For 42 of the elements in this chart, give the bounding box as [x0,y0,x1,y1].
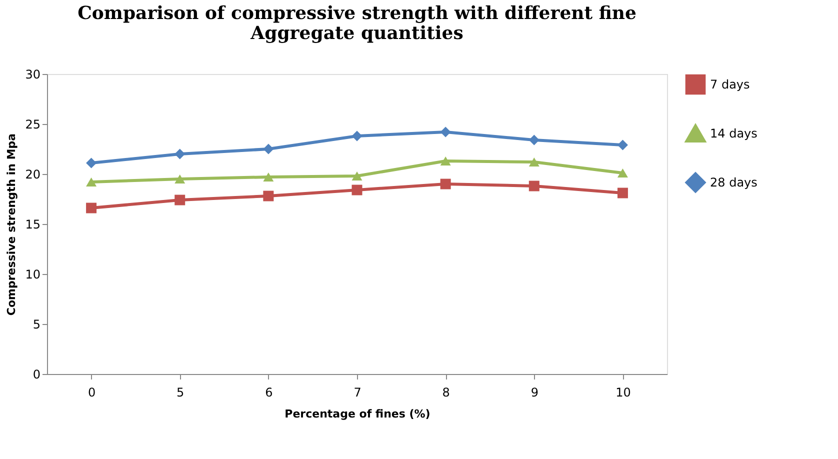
legend-label: 14 days [710,126,758,140]
point [528,180,540,192]
point [263,144,274,154]
point [352,130,362,142]
text: Aggregate quantities [250,23,464,44]
x-tick-label: 6 [265,386,273,400]
point [528,134,540,146]
point [617,188,628,198]
y-axis-title: Compressive strength in Mpa [5,133,18,316]
x-axis-title: Percentage of fines (%) [284,408,430,420]
point [617,168,628,178]
x-tick-label: 0 [88,386,96,400]
y-tick-label: 25 [25,118,40,132]
point [440,178,451,190]
point [86,202,97,214]
legend-label: 28 days [710,176,758,190]
y-tick-label: 10 [25,268,40,282]
y-tick-label: 20 [25,168,40,182]
y-tick-label: 0 [32,368,40,382]
point [263,172,274,182]
legend-label: 7 days [710,78,750,92]
point [440,156,451,166]
point [263,190,274,202]
point [174,148,186,160]
x-tick-label: 8 [442,386,450,400]
point [174,174,186,184]
y-tick-label: 30 [25,68,40,82]
point [528,157,540,167]
point [617,140,628,150]
point [174,194,186,206]
point [440,126,451,138]
point [352,184,362,196]
point [352,171,362,181]
point [86,177,97,187]
y-tick-label: 15 [25,218,40,232]
y-tick-label: 5 [32,318,40,332]
x-tick-label: 5 [176,386,184,400]
text: Comparison of compressive strength with different fine [78,3,636,24]
x-tick-label: 9 [530,386,538,400]
x-tick-label: 10 [616,386,631,400]
point [86,158,97,168]
x-tick-label: 7 [354,386,362,400]
